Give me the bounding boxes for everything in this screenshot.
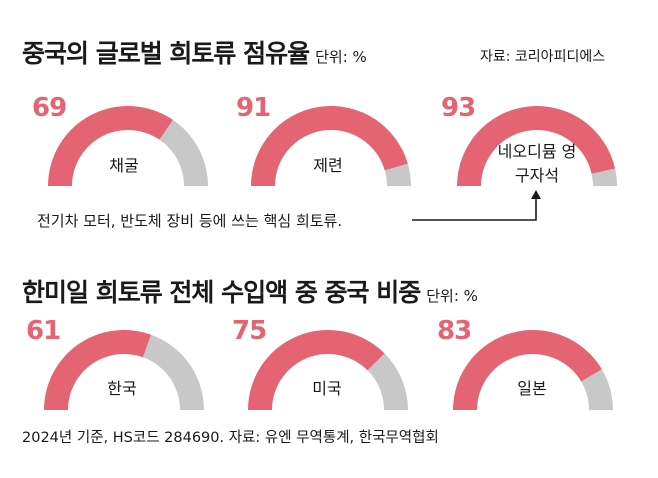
gauge-value-korea: 61: [26, 316, 61, 346]
gauge-chart-1: [48, 105, 617, 186]
gauge-arc-korea: [44, 330, 152, 410]
section2-title: 한미일 희토류 전체 수입액 중 중국 비중 단위: %: [22, 273, 478, 309]
section1-title-text: 중국의 글로벌 희토류 점유율: [22, 39, 310, 68]
gauge-value-refining: 91: [236, 93, 271, 123]
gauge-value-japan: 83: [437, 316, 472, 346]
footnote: 2024년 기준, HS코드 284690. 자료: 유엔 무역통계, 한국무역…: [22, 430, 439, 446]
annotation-arrow-line: [412, 198, 537, 221]
gauge-arc-japan: [453, 329, 602, 410]
gauge-arc-refining: [251, 106, 408, 186]
gauge-remainder-usa: [367, 353, 408, 410]
gauge-value-magnet: 93: [441, 93, 476, 123]
gauge-remainder-japan: [581, 369, 613, 410]
gauge-label-korea: 한국: [107, 379, 137, 398]
gauge-arc-magnet: [457, 105, 616, 186]
gauge-remainder-magnet: [591, 168, 617, 186]
gauge-remainder-korea: [142, 334, 204, 410]
section1-title: 중국의 글로벌 희토류 점유율 단위: %: [22, 34, 367, 70]
gauge-arc-mining: [48, 106, 173, 186]
gauge-remainder-mining: [159, 119, 208, 186]
gauge-value-usa: 75: [232, 316, 267, 346]
gauge-chart-2: [44, 329, 613, 410]
gauge-remainder-refining: [384, 163, 411, 186]
gauge-label-mining: 채굴: [109, 156, 139, 175]
gauge-label-japan: 일본: [517, 379, 547, 398]
annotation-arrow-head: [531, 190, 541, 199]
gauge-label-refining: 제련: [313, 156, 343, 175]
gauge-arc-usa: [248, 329, 385, 410]
gauge-value-mining: 69: [32, 93, 67, 123]
annotation-arrow: [412, 190, 541, 221]
section2-unit: 단위: %: [426, 287, 478, 305]
gauge-label-usa: 미국: [312, 379, 342, 398]
annotation-text: 전기차 모터, 반도체 장비 등에 쓰는 핵심 희토류.: [37, 212, 343, 230]
section1-source: 자료: 코리아피디에스: [480, 49, 606, 65]
section2-title-text: 한미일 희토류 전체 수입액 중 중국 비중: [22, 278, 421, 307]
section1-unit: 단위: %: [315, 48, 367, 66]
gauge-label-magnet: 네오디뮴 영구자석: [497, 142, 577, 185]
